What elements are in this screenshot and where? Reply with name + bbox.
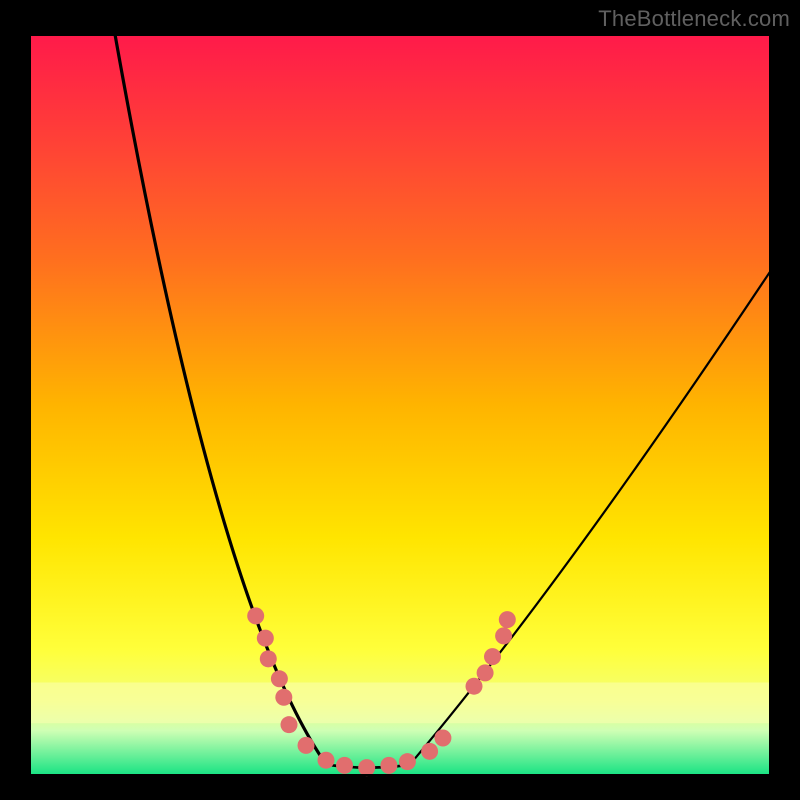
data-point <box>247 607 264 624</box>
data-point <box>275 689 292 706</box>
data-point <box>257 630 274 647</box>
highlight-band <box>30 683 770 724</box>
data-point <box>358 759 375 776</box>
data-point <box>421 743 438 760</box>
data-point <box>380 757 397 774</box>
data-point <box>434 730 451 747</box>
data-point <box>298 737 315 754</box>
data-point <box>260 650 277 667</box>
data-point <box>271 670 288 687</box>
watermark-text: TheBottleneck.com <box>598 6 790 32</box>
data-point <box>477 664 494 681</box>
data-point <box>499 611 516 628</box>
chart-svg <box>0 0 800 800</box>
data-point <box>466 678 483 695</box>
data-point <box>495 627 512 644</box>
data-point <box>336 757 353 774</box>
stage: TheBottleneck.com <box>0 0 800 800</box>
data-point <box>318 752 335 769</box>
data-point <box>281 716 298 733</box>
plot-background <box>30 35 770 775</box>
data-point <box>399 753 416 770</box>
data-point <box>484 648 501 665</box>
